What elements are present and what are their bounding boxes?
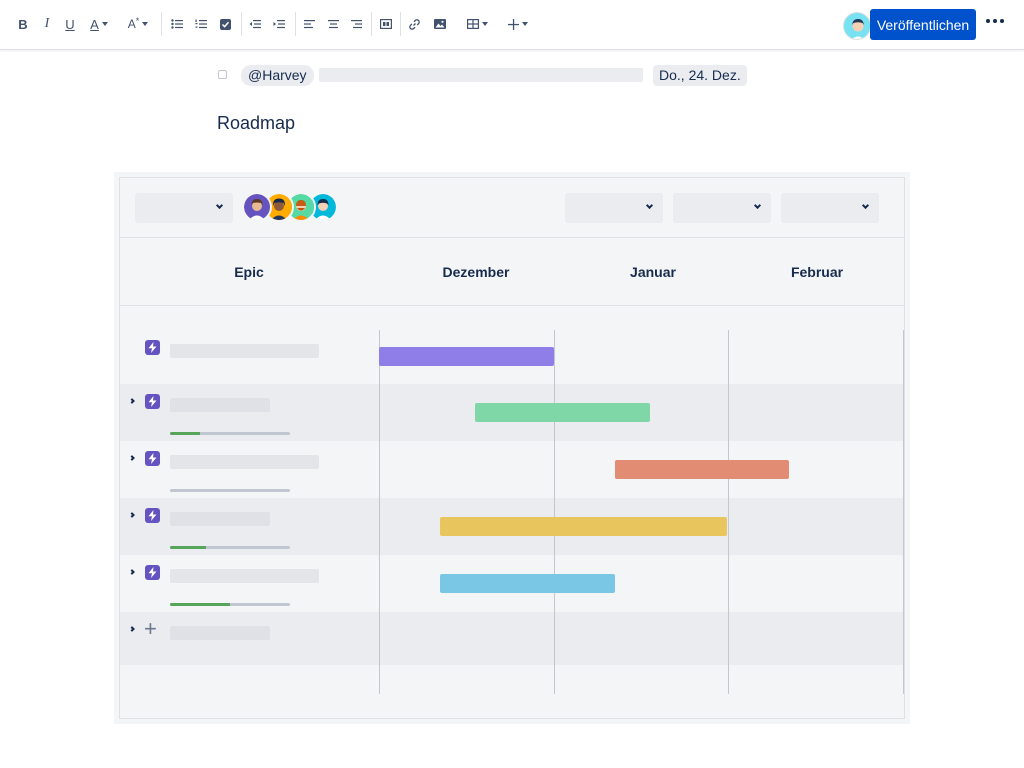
numbered-list-icon[interactable]	[194, 14, 208, 34]
avatar[interactable]	[242, 192, 272, 222]
epic-progress-bar	[170, 489, 290, 492]
filter-dropdown[interactable]	[781, 193, 879, 223]
epic-row[interactable]	[120, 498, 904, 555]
filter-dropdown[interactable]	[673, 193, 771, 223]
epic-row[interactable]	[120, 441, 904, 498]
add-epic-icon[interactable]: +	[144, 616, 157, 641]
epic-icon	[145, 565, 160, 580]
epic-title-placeholder	[170, 344, 319, 358]
epic-icon	[145, 508, 160, 523]
indent-icon[interactable]	[272, 14, 286, 34]
epic-timeline-bar[interactable]	[440, 517, 727, 536]
align-left-icon[interactable]	[302, 14, 316, 34]
progress-fill	[170, 546, 206, 549]
link-icon[interactable]	[407, 14, 421, 34]
epic-timeline-bar[interactable]	[440, 574, 616, 593]
epic-column-label: Epic	[234, 264, 264, 280]
month-label: Februar	[790, 264, 844, 280]
epic-title-placeholder	[170, 569, 319, 583]
epic-timeline-bar[interactable]	[474, 403, 650, 422]
image-icon[interactable]	[433, 14, 447, 34]
bullet-list-icon[interactable]	[170, 14, 184, 34]
epic-row[interactable]	[120, 327, 904, 384]
expand-chevron-icon[interactable]	[129, 455, 135, 461]
expand-chevron-icon[interactable]	[129, 398, 135, 404]
month-divider	[728, 330, 729, 694]
epic-icon	[145, 340, 160, 355]
epic-icon	[145, 451, 160, 466]
epic-timeline-bar[interactable]	[379, 347, 554, 366]
month-divider	[554, 330, 555, 694]
progress-fill	[170, 432, 200, 435]
new-epic-placeholder	[170, 626, 270, 640]
task-checkbox-icon[interactable]	[218, 14, 232, 34]
due-date-chip[interactable]: Do., 24. Dez.	[653, 65, 747, 86]
epic-title-placeholder	[170, 398, 270, 412]
expand-chevron-icon[interactable]	[129, 512, 135, 518]
avatar[interactable]	[286, 192, 316, 222]
epic-progress-bar	[170, 432, 290, 435]
outdent-icon[interactable]	[248, 14, 262, 34]
filter-dropdown[interactable]	[565, 193, 663, 223]
month-divider	[903, 330, 904, 694]
page-heading: Roadmap	[217, 113, 296, 133]
roadmap-filter-bar	[120, 178, 904, 238]
more-formatting-icon[interactable]: A *	[124, 14, 152, 34]
progress-fill	[170, 603, 230, 606]
table-icon[interactable]	[465, 14, 489, 34]
layout-icon[interactable]	[379, 14, 393, 34]
epic-progress-bar	[170, 546, 290, 549]
text-color-icon[interactable]: A	[86, 14, 112, 34]
task-checkbox[interactable]	[218, 70, 227, 79]
italic-icon[interactable]: I	[44, 16, 50, 31]
epic-title-placeholder	[170, 455, 319, 469]
add-epic-row[interactable]: +	[120, 612, 904, 665]
align-right-icon[interactable]	[349, 14, 363, 34]
more-options-icon[interactable]	[986, 19, 1004, 23]
month-label: Januar	[630, 264, 676, 280]
epic-row[interactable]	[120, 555, 904, 612]
expand-chevron-icon[interactable]	[129, 569, 135, 575]
align-center-icon[interactable]	[326, 14, 340, 34]
insert-icon[interactable]	[506, 14, 530, 34]
editor-toolbar: B I U A A *	[0, 0, 1024, 50]
mention-chip[interactable]: @Harvey	[241, 65, 314, 86]
roadmap-column-header: Epic Dezember Januar Februar	[120, 238, 904, 306]
filter-dropdown[interactable]	[135, 193, 233, 223]
expand-chevron-icon[interactable]	[129, 626, 135, 632]
month-label: Dezember	[442, 264, 510, 280]
bold-icon[interactable]: B	[18, 16, 28, 32]
user-avatar[interactable]	[843, 12, 871, 40]
task-text-placeholder	[319, 68, 643, 82]
month-divider	[379, 330, 380, 694]
epic-progress-bar	[170, 603, 290, 606]
roadmap: Epic Dezember Januar Februar	[119, 177, 905, 719]
epic-icon	[145, 394, 160, 409]
epic-title-placeholder	[170, 512, 270, 526]
publish-button[interactable]: Veröffentlichen	[870, 9, 976, 40]
underline-icon[interactable]: U	[65, 16, 75, 32]
epic-timeline-bar[interactable]	[615, 460, 790, 479]
